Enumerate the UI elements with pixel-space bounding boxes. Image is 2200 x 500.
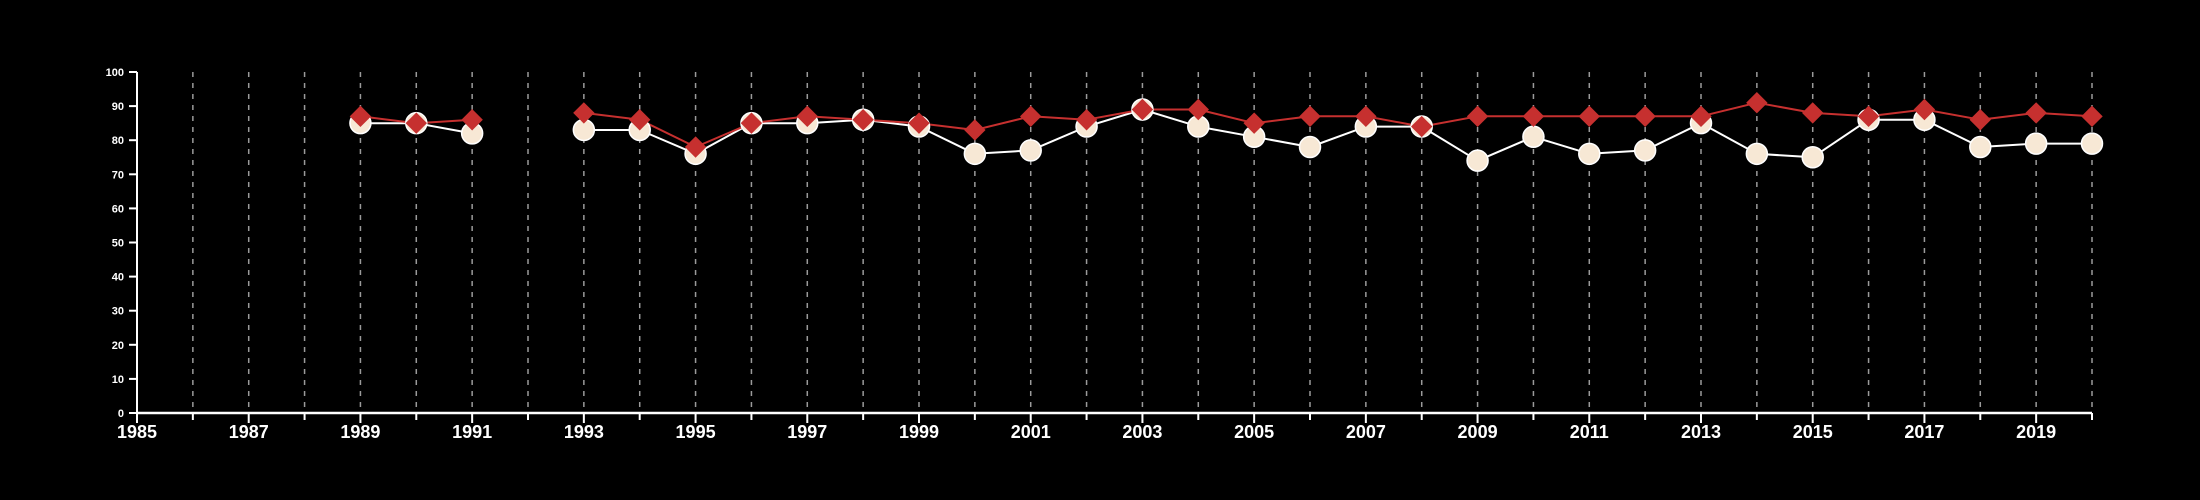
point-circle-2000	[963, 142, 987, 166]
x-tick-label-2003: 2003	[1122, 422, 1162, 442]
y-tick-label-10: 10	[112, 374, 124, 386]
point-circle-2011	[1578, 142, 1601, 166]
x-tick-label-1997: 1997	[787, 422, 827, 442]
y-tick-label-100: 100	[106, 67, 124, 79]
point-diamond-2010	[1522, 105, 1545, 128]
y-tick-label-60: 60	[112, 203, 124, 215]
point-diamond-2016	[1857, 105, 1880, 128]
point-diamond-1994	[629, 109, 651, 131]
series-0-line-1	[583, 108, 2092, 162]
y-tick-label-20: 20	[112, 340, 124, 352]
point-diamond-1990	[405, 112, 427, 134]
point-circle-2010	[1522, 125, 1545, 149]
circle-markers	[349, 98, 2104, 172]
y-tick-label-90: 90	[112, 101, 124, 113]
x-tick-label-1985: 1985	[117, 422, 157, 442]
point-diamond-2002	[1075, 109, 1098, 131]
point-diamond-2003	[1131, 98, 1154, 121]
point-diamond-2006	[1299, 105, 1321, 128]
y-tick-label-0: 0	[118, 408, 124, 420]
point-circle-2009	[1466, 149, 1489, 172]
point-diamond-2013	[1690, 105, 1712, 128]
point-diamond-2000	[964, 119, 986, 141]
x-tick-label-1989: 1989	[340, 422, 380, 442]
x-tick-label-1993: 1993	[564, 422, 604, 442]
x-tick-label-2013: 2013	[1681, 422, 1721, 442]
point-circle-2015	[1801, 146, 1824, 169]
point-circle-2020	[2080, 132, 2104, 155]
point-diamond-2004	[1187, 98, 1209, 121]
point-circle-2019	[2024, 132, 2048, 155]
point-diamond-2005	[1243, 112, 1265, 134]
point-diamond-2017	[1913, 98, 1936, 121]
point-circle-2001	[1019, 139, 1042, 162]
point-diamond-2019	[2025, 102, 2047, 124]
x-tick-label-1991: 1991	[452, 422, 492, 442]
x-tick-label-2015: 2015	[1793, 422, 1833, 442]
point-diamond-1996	[740, 112, 763, 134]
diamond-markers	[349, 91, 2103, 158]
point-diamond-2018	[1969, 109, 1991, 131]
series	[349, 91, 2104, 172]
y-tick-label-80: 80	[112, 135, 124, 147]
series-1-line-1	[583, 101, 2093, 148]
point-circle-2012	[1633, 139, 1657, 162]
point-diamond-1993	[573, 102, 595, 124]
y-tick-label-70: 70	[112, 169, 124, 181]
x-tick-label-1999: 1999	[899, 422, 939, 442]
x-tick-label-2007: 2007	[1346, 422, 1386, 442]
x-tick-label-2005: 2005	[1234, 422, 1274, 442]
point-diamond-1989	[349, 105, 372, 128]
x-tick-label-1995: 1995	[676, 422, 716, 442]
point-diamond-1997	[796, 105, 818, 128]
point-circle-2006	[1298, 135, 1322, 159]
x-tick-label-2019: 2019	[2016, 422, 2056, 442]
point-circle-2018	[1969, 135, 1992, 159]
point-diamond-2015	[1802, 102, 1824, 124]
x-tick-label-1987: 1987	[229, 422, 269, 442]
point-diamond-1991	[461, 109, 483, 131]
x-tick-label-2017: 2017	[1904, 422, 1944, 442]
point-diamond-2007	[1355, 105, 1377, 128]
x-tick-label-2011: 2011	[1570, 422, 1609, 442]
point-diamond-2008	[1411, 115, 1433, 138]
axes: 0 10 20 30 40 50 60 70 80 90 100 1985 1987 1989 1991 19…	[106, 67, 2093, 442]
point-diamond-2001	[1020, 105, 1042, 128]
y-tick-label-40: 40	[112, 272, 124, 284]
y-tick-label-30: 30	[112, 306, 124, 318]
point-circle-2014	[1745, 142, 1769, 166]
x-tick-label-2001: 2001	[1011, 422, 1051, 442]
point-diamond-2014	[1746, 91, 1768, 114]
series-1	[360, 101, 2093, 148]
point-diamond-1998	[852, 109, 874, 131]
point-diamond-1999	[908, 112, 930, 134]
x-tick-label-2009: 2009	[1458, 422, 1498, 442]
y-tick-label-50: 50	[112, 238, 124, 250]
point-diamond-2012	[1634, 105, 1656, 128]
point-diamond-1995	[684, 136, 707, 158]
point-diamond-2011	[1578, 105, 1600, 128]
point-diamond-2020	[2081, 105, 2103, 128]
point-diamond-2009	[1466, 105, 1489, 128]
